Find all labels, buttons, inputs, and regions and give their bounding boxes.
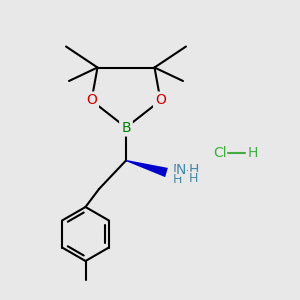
Text: —: — (177, 165, 189, 176)
Text: Cl: Cl (213, 146, 226, 160)
Text: H: H (188, 172, 198, 185)
Text: O: O (86, 94, 97, 107)
Text: H: H (173, 172, 183, 186)
Text: H: H (248, 146, 258, 160)
Text: B: B (121, 121, 131, 134)
Text: N: N (176, 163, 187, 176)
Text: N: N (173, 163, 183, 177)
Text: H: H (188, 163, 199, 176)
Text: O: O (155, 94, 166, 107)
Polygon shape (126, 160, 168, 177)
